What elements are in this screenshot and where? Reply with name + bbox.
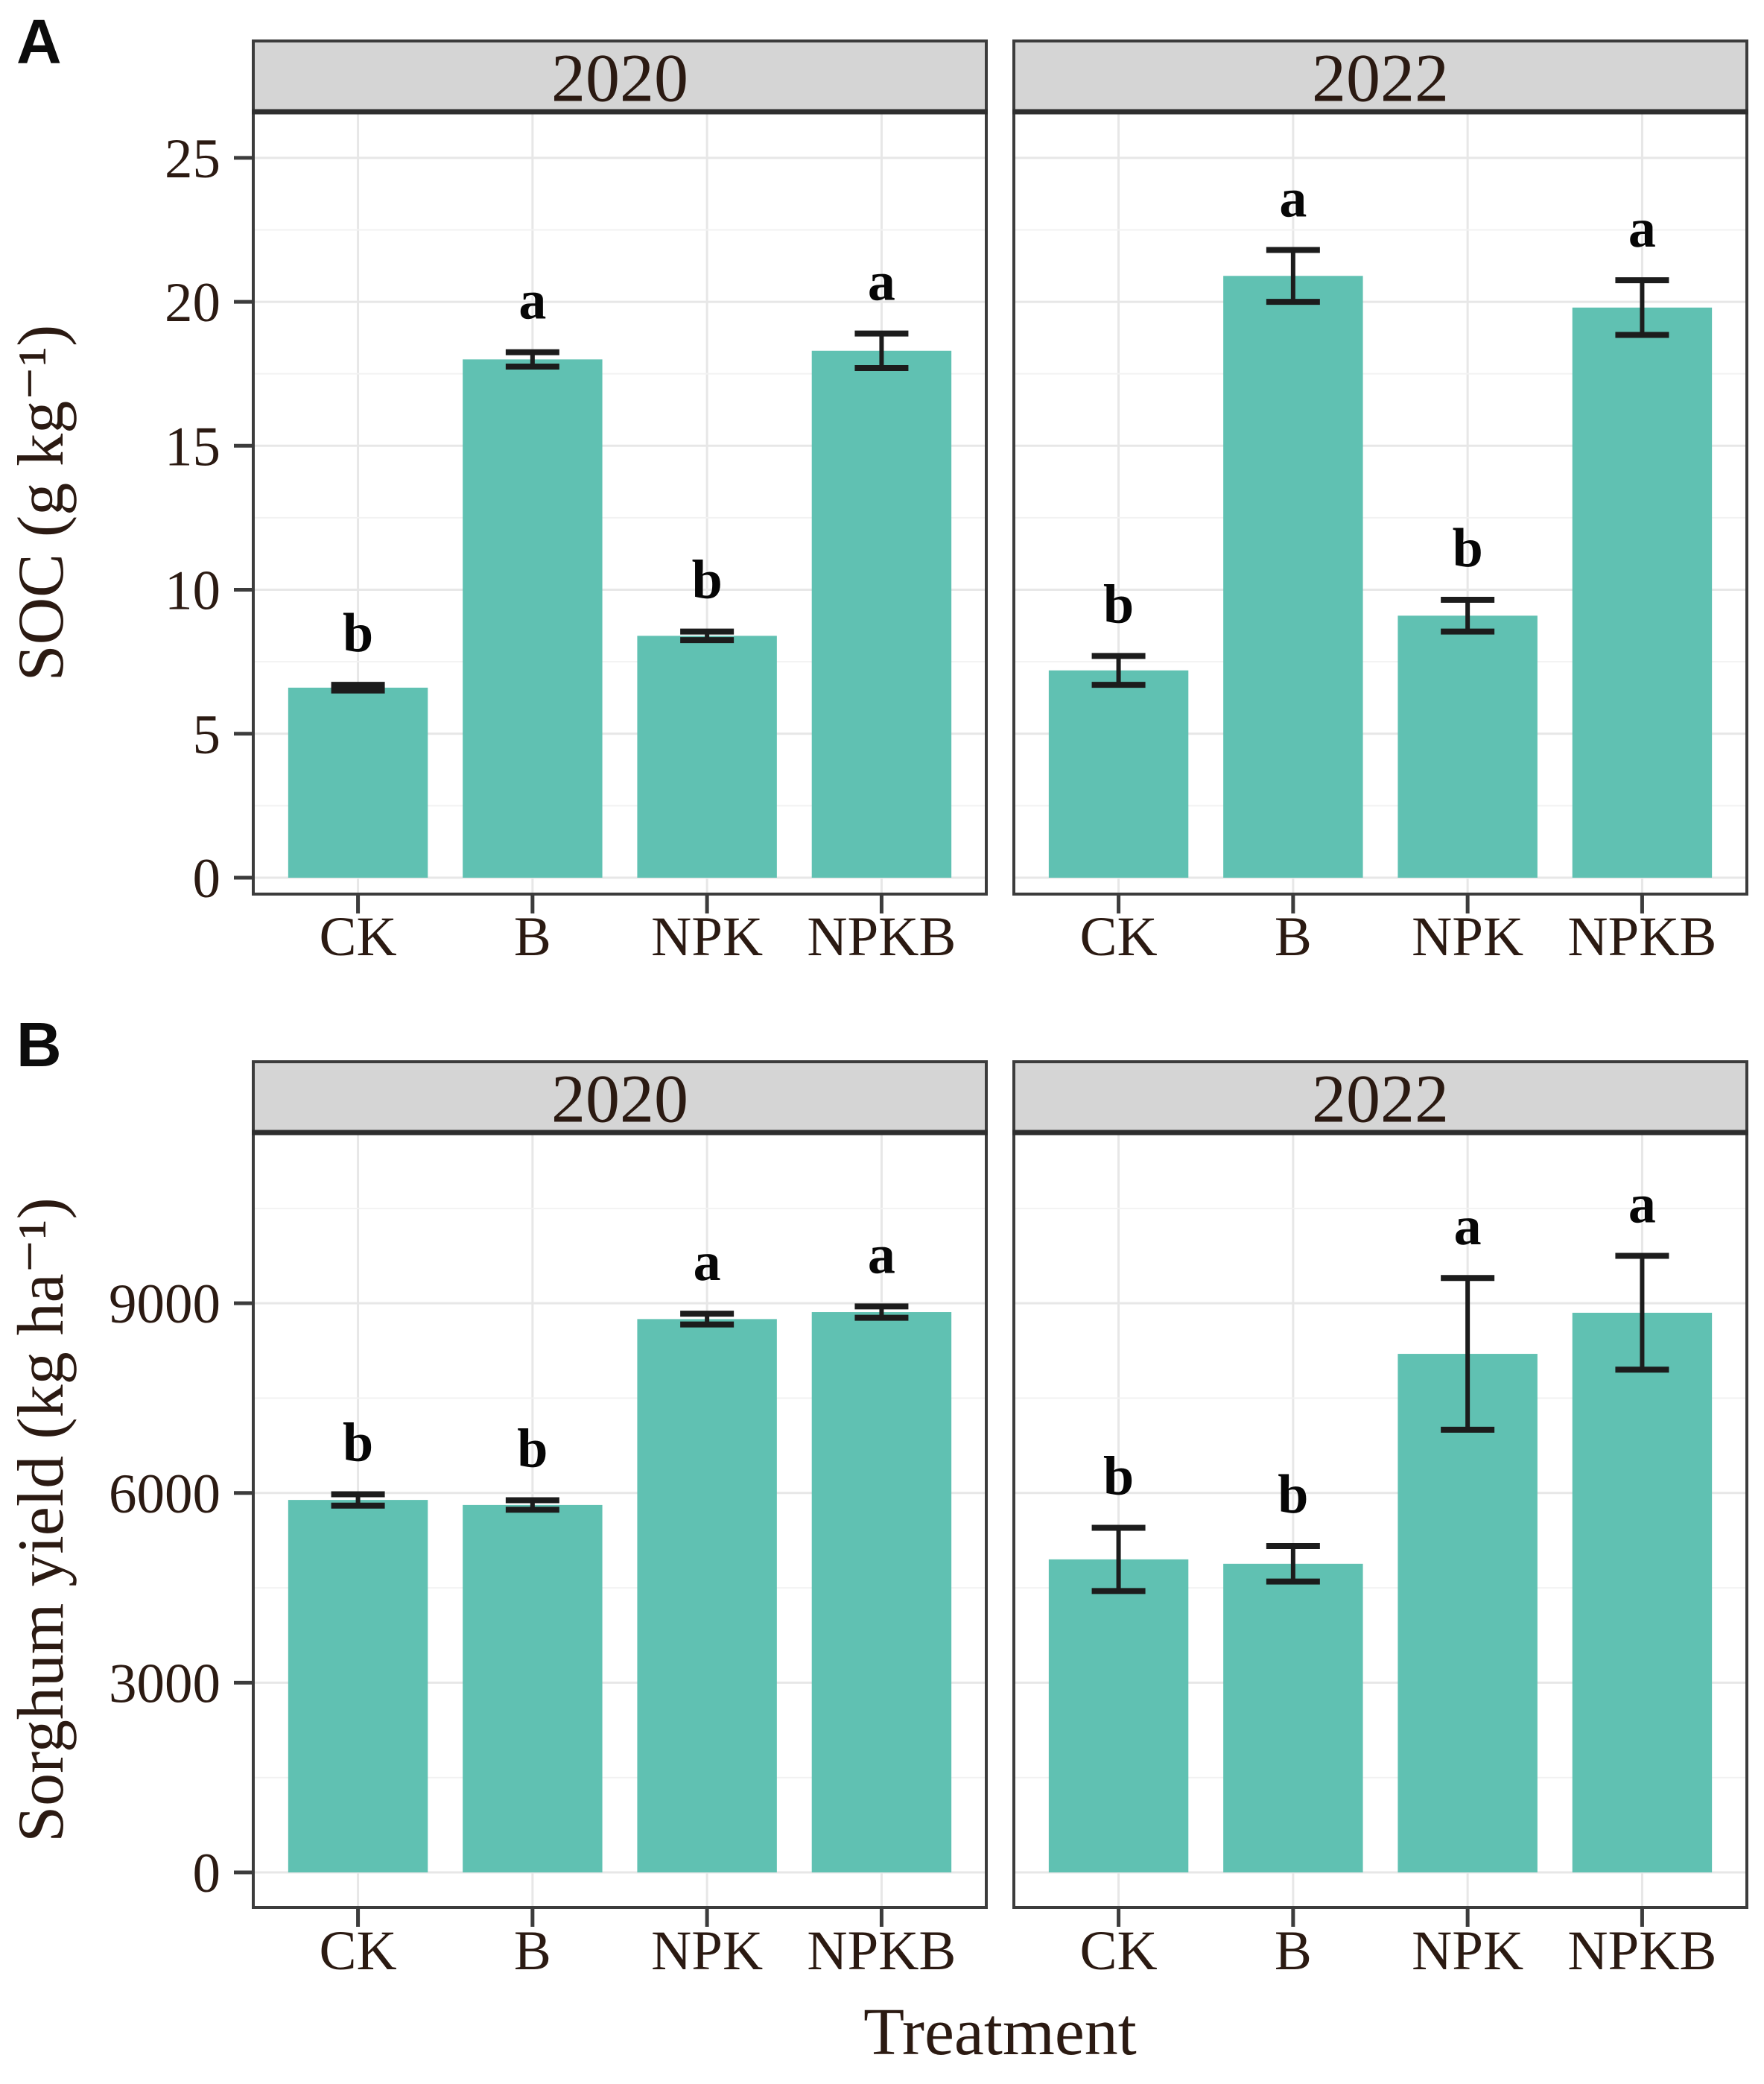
x-tick-label: CK [319, 906, 396, 968]
x-tick-label: NPKB [807, 1920, 956, 1982]
sig-letter: a [694, 1232, 721, 1293]
sig-letter: a [1454, 1196, 1482, 1257]
bar-CK-2022 [1048, 1559, 1189, 1872]
sig-letter: a [868, 252, 895, 313]
x-tick-label: NPK [651, 906, 763, 968]
sig-letter: a [518, 270, 546, 332]
bar-CK-2020 [288, 1500, 428, 1872]
sig-letter: a [868, 1224, 895, 1285]
bar-NPK-2020 [637, 1319, 777, 1872]
facet-strip-label: 2020 [551, 40, 688, 116]
x-axis-title: Treatment [863, 1995, 1137, 2069]
panel-a-chart: SOC (g kg⁻¹)05101520252020bCKaBbNPKaNPKB… [5, 39, 1748, 968]
sig-letter: b [343, 1412, 373, 1473]
y-tick-label: 5 [193, 704, 221, 766]
x-tick-label: B [1275, 1920, 1312, 1982]
x-tick-label: CK [1079, 1920, 1157, 1982]
y-tick-label: 3000 [109, 1653, 220, 1714]
bar-NPKB-2020 [811, 350, 952, 878]
x-tick-label: NPKB [807, 906, 956, 968]
bar-NPK-2020 [637, 636, 777, 878]
panel-b-chart: Sorghum yield (kg ha⁻¹) 0 3000 6000 9000 2020… [5, 1060, 1748, 2069]
sig-letter: b [1453, 518, 1483, 579]
y-tick-label: 10 [165, 560, 220, 622]
bar-NPK-2022 [1397, 615, 1538, 878]
y-tick-label: 0 [193, 848, 221, 910]
x-tick-label: CK [319, 1920, 396, 1982]
facet-2020: 2020 b CK b Ba NPK a NPKB [252, 1060, 988, 1982]
y-tick-label: 15 [165, 416, 220, 478]
facet-strip [1012, 1060, 1748, 1134]
bar-CK-2020 [288, 687, 428, 878]
x-tick-label: B [514, 1920, 551, 1982]
y-tick-label: 20 [165, 272, 220, 334]
sig-letter: b [343, 603, 373, 664]
bar-NPKB-2022 [1572, 307, 1713, 878]
bar-B-2022 [1223, 276, 1363, 878]
facet-strip [1012, 39, 1748, 113]
sig-letter: a [1628, 198, 1656, 259]
x-tick-label: CK [1079, 906, 1157, 968]
facet-strip-label: 2022 [1312, 40, 1449, 116]
x-tick-label: NPKB [1567, 906, 1716, 968]
y-axis-title: SOC (g kg⁻¹) [5, 325, 77, 682]
x-tick-label: NPKB [1567, 1920, 1716, 1982]
bar-B-2022 [1223, 1563, 1363, 1872]
x-tick-label: NPK [1412, 1920, 1523, 1982]
x-tick-label: B [1275, 906, 1312, 968]
x-tick-label: B [514, 906, 551, 968]
facet-2020: 2020 b CK a Bb NPK a NPKB [252, 39, 988, 968]
sig-letter: b [1278, 1464, 1308, 1525]
bar-B-2020 [463, 359, 603, 878]
y-tick-label: 0 [193, 1843, 221, 1904]
y-axis-title: Sorghum yield (kg ha⁻¹) [5, 1197, 77, 1843]
bar-NPK-2022 [1397, 1354, 1538, 1872]
sig-letter: b [1103, 574, 1134, 635]
x-tick-label: NPK [1412, 906, 1523, 968]
sig-letter: a [1279, 168, 1307, 229]
sig-letter: b [517, 1419, 548, 1480]
facet-strip [252, 1060, 988, 1134]
bar-NPKB-2020 [811, 1312, 952, 1872]
facet-strip-label: 2020 [551, 1061, 688, 1137]
bar-B-2020 [463, 1504, 603, 1872]
bar-CK-2022 [1048, 670, 1189, 878]
panel-a-label: A [16, 7, 62, 77]
sig-letter: b [692, 550, 723, 611]
sig-letter: b [1103, 1445, 1134, 1507]
panel-b-label: B [16, 1010, 62, 1080]
sig-letter: a [1628, 1174, 1656, 1235]
x-tick-label: NPK [651, 1920, 763, 1982]
y-tick-label: 9000 [109, 1273, 220, 1335]
facet-strip-label: 2022 [1312, 1061, 1449, 1137]
facet-2022: 2022 b CK b Ba NPK a NPKB [1012, 1060, 1748, 1982]
y-tick-label: 6000 [109, 1463, 220, 1525]
facet-strip [252, 39, 988, 113]
y-tick-label: 25 [165, 128, 220, 190]
facet-2022: 2022 b CK a Bb NPK a NPKB [1012, 39, 1748, 968]
bar-NPKB-2022 [1572, 1312, 1713, 1872]
